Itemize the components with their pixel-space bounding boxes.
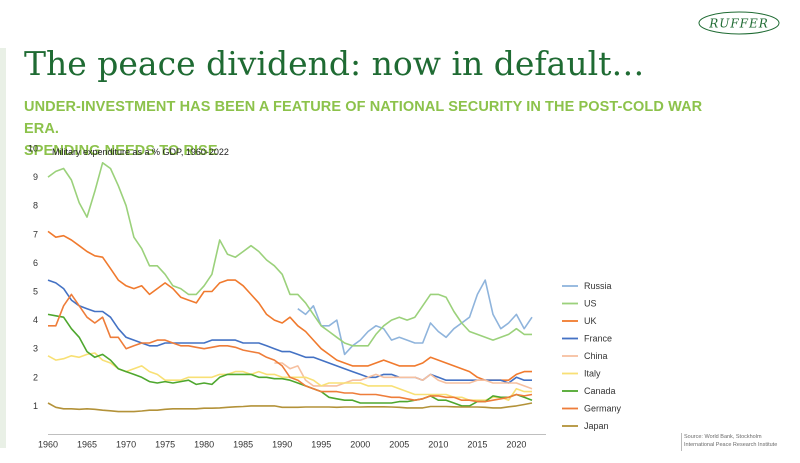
x-tick-label: 2020 — [506, 440, 526, 450]
series-line-us — [47, 162, 532, 347]
x-tick-label: 2015 — [467, 440, 487, 450]
x-tick-label: 2005 — [389, 440, 409, 450]
x-tick-label: 1965 — [77, 440, 97, 450]
legend-label-china: China — [584, 351, 608, 361]
y-tick-label: 9 — [33, 172, 38, 182]
series-line-japan — [47, 402, 533, 413]
legend-label-france: France — [584, 334, 612, 344]
y-tick-label: 7 — [33, 229, 38, 239]
y-tick-label: 1 — [33, 401, 38, 411]
y-tick-label: 6 — [33, 258, 38, 268]
y-tick-label: 4 — [33, 315, 38, 325]
x-tick-label: 1960 — [38, 440, 58, 450]
source-line-2: International Peace Research Institute — [684, 442, 778, 448]
source-note: Source: World Bank, Stockholm Internatio… — [684, 433, 796, 449]
left-accent-bar — [0, 48, 6, 448]
legend-label-uk: UK — [584, 316, 597, 326]
x-tick-label: 2000 — [350, 440, 370, 450]
legend-label-japan: Japan — [584, 421, 609, 431]
series-line-france — [47, 279, 532, 384]
subtitle-line-2: SPENDING NEEDS TO RISE — [24, 143, 218, 159]
series-line-russia — [297, 279, 533, 356]
source-line-1: Source: World Bank, Stockholm — [684, 434, 762, 440]
series-line-germany — [48, 293, 533, 403]
x-tick-label: 1980 — [194, 440, 214, 450]
y-tick-label: 10 — [28, 144, 38, 154]
chart-title: Military expenditure as a % GDP, 1960-20… — [52, 147, 229, 157]
y-tick-label: 5 — [33, 287, 38, 297]
page-subtitle: UNDER-INVESTMENT HAS BEEN A FEATURE OF N… — [24, 96, 724, 162]
x-tick-label: 1990 — [272, 440, 292, 450]
y-tick-label: 2 — [33, 372, 38, 382]
x-tick-label: 1985 — [233, 440, 253, 450]
logo-text: RUFFER — [708, 17, 769, 31]
x-tick-label: 2010 — [428, 440, 448, 450]
x-tick-label: 1995 — [311, 440, 331, 450]
y-tick-label: 8 — [33, 201, 38, 211]
ruffer-logo: RUFFER — [698, 11, 780, 35]
legend-label-italy: Italy — [584, 369, 601, 379]
x-tick-label: 1970 — [116, 440, 136, 450]
subtitle-line-1: UNDER-INVESTMENT HAS BEEN A FEATURE OF N… — [24, 99, 703, 137]
military-expenditure-chart: Military expenditure as a % GDP, 1960-20… — [28, 144, 622, 450]
series-line-china — [274, 362, 533, 390]
source-divider — [681, 433, 682, 451]
x-tick-label: 1975 — [155, 440, 175, 450]
legend-label-canada: Canada — [584, 386, 616, 396]
legend-label-russia: Russia — [584, 281, 612, 291]
legend-label-germany: Germany — [584, 404, 622, 414]
series-line-canada — [47, 313, 533, 407]
page-title: The peace dividend: now in default… — [24, 44, 645, 83]
y-tick-label: 3 — [33, 344, 38, 354]
series-line-uk — [47, 230, 532, 381]
legend-label-us: US — [584, 299, 597, 309]
